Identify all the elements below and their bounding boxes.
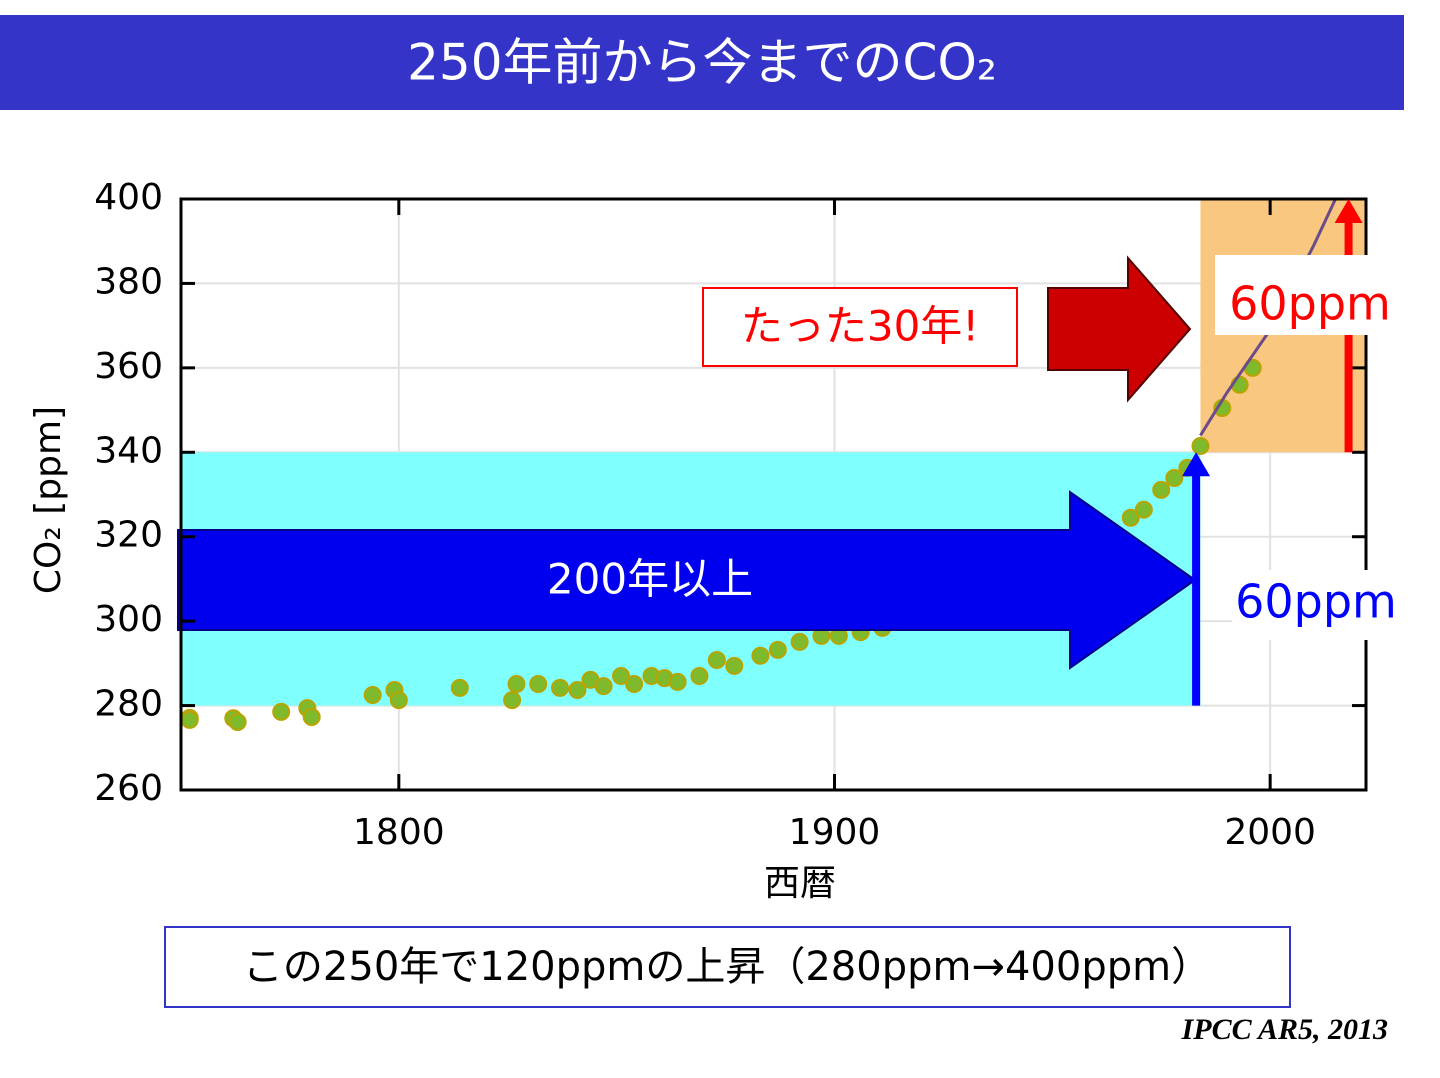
y-tick-label: 340	[94, 430, 163, 471]
data-point	[690, 667, 709, 686]
data-point	[228, 713, 247, 732]
data-point	[551, 678, 570, 697]
source: IPCC AR5, 2013	[1181, 1013, 1388, 1046]
arrow-label: 200年以上	[547, 555, 753, 604]
arrow-label: たった30年!	[741, 302, 979, 351]
y-tick-label: 280	[94, 684, 163, 725]
data-point	[1152, 480, 1171, 499]
range-label: 60ppm	[1229, 277, 1391, 331]
data-point	[625, 675, 644, 694]
data-point	[1134, 500, 1153, 519]
y-axis-label: CO₂ [ppm]	[28, 406, 69, 594]
label-background	[1215, 255, 1395, 335]
y-tick-label: 320	[94, 515, 163, 556]
y-tick-label: 260	[94, 768, 163, 809]
data-point	[180, 710, 199, 729]
data-point	[725, 656, 744, 675]
arrow-head	[1334, 199, 1363, 223]
data-point	[707, 650, 726, 669]
data-point	[272, 702, 291, 721]
data-point	[594, 677, 613, 696]
short-arrow	[1047, 255, 1192, 403]
data-point	[1121, 508, 1140, 527]
plot-frame	[179, 197, 1368, 792]
data-point	[1191, 436, 1210, 455]
summary: この250年で120ppmの上昇（280ppm→400ppm）	[243, 944, 1211, 990]
range-label: 60ppm	[1235, 575, 1397, 629]
y-tick-label: 300	[94, 599, 163, 640]
data-point	[668, 672, 687, 691]
data-point	[450, 678, 469, 697]
data-point	[363, 686, 382, 705]
x-tick-label: 2000	[1224, 812, 1316, 853]
title: 250年前から今までのCO₂	[407, 34, 997, 92]
label-background	[1232, 570, 1402, 640]
arrow-head	[1182, 452, 1211, 477]
label-box	[702, 287, 1018, 367]
data-point	[503, 691, 522, 710]
x-tick-label: 1800	[353, 812, 445, 853]
data-point	[612, 667, 631, 686]
y-tick-label: 400	[94, 177, 163, 218]
y-tick-label: 380	[94, 261, 163, 302]
long-arrow	[177, 490, 1197, 670]
data-point	[302, 707, 321, 726]
summary-box	[164, 926, 1291, 1008]
data-point	[1165, 469, 1184, 488]
title-bar	[0, 15, 1404, 110]
x-tick-label: 1900	[789, 812, 881, 853]
data-point	[389, 691, 408, 710]
data-point	[790, 632, 809, 651]
data-point	[529, 675, 548, 694]
y-tick-label: 360	[94, 346, 163, 387]
data-point	[768, 640, 787, 659]
x-axis-label: 西暦	[764, 863, 836, 904]
data-point	[751, 646, 770, 665]
data-point	[568, 680, 587, 699]
data-point	[507, 675, 526, 694]
